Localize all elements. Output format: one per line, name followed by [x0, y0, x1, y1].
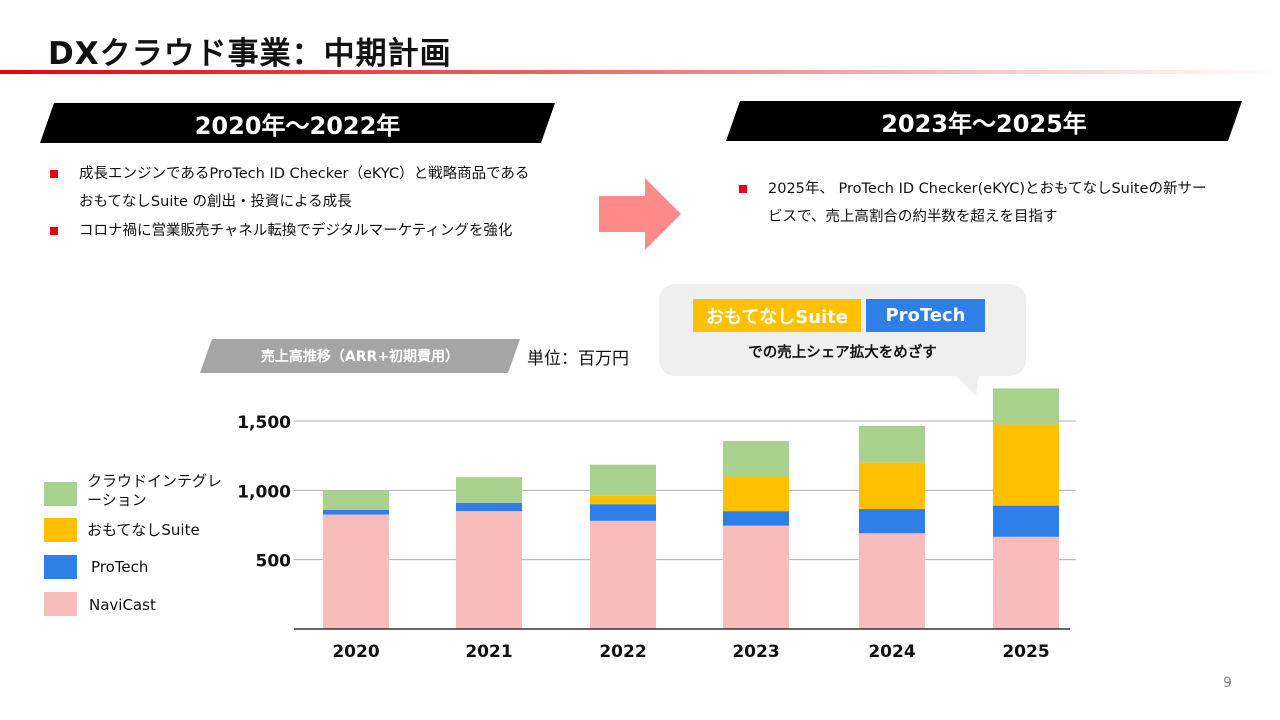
- legend-label-cloud-integration: クラウドインテグレーション: [87, 472, 227, 510]
- page-number: 9: [1223, 675, 1232, 691]
- bar-segment: [723, 441, 789, 477]
- x-tick-label: 2025: [1002, 642, 1049, 662]
- arrow-right-icon: [599, 178, 681, 250]
- bullet-marker: [50, 170, 58, 178]
- grid-lines: [294, 420, 1076, 561]
- bar-segment: [456, 511, 522, 629]
- period-label-right: 2023年〜2025年: [726, 101, 1242, 141]
- legend-text: クラウドインテグレーション: [87, 472, 223, 509]
- chart-title-banner: 売上高推移（ARR+初期費用）: [200, 339, 520, 373]
- right-bullet-1-line-1: 2025年、 ProTech ID Checker(eKYC)とおもてなしSui…: [768, 181, 1207, 197]
- bar-segment: [859, 533, 925, 629]
- x-tick-label: 2022: [599, 642, 646, 662]
- callout-text: での売上シェア拡大をめざす: [748, 345, 937, 361]
- bar-segment: [323, 490, 389, 510]
- stacked-bar-chart: 500 1,000 1,500 2020 2021 2022 2023 2024 2025: [237, 388, 1076, 662]
- legend-label-navicast: NaviCast: [89, 596, 156, 614]
- x-tick-label: 2024: [868, 642, 915, 662]
- legend-label-protech: ProTech: [91, 558, 149, 576]
- bar-segment: [323, 514, 389, 629]
- bar-segment: [456, 502, 522, 512]
- legend-swatch-omotenashi-suite: [44, 518, 77, 542]
- bar-segment: [993, 505, 1059, 537]
- y-tick-label: 1,500: [237, 413, 291, 433]
- left-bullet-2-line-1: コロナ禍に営業販売チャネル転換でデジタルマーケティングを強化: [79, 223, 513, 239]
- right-bullet-1-line-2: ビスで、売上高割合の約半数を超えを目指す: [768, 209, 1058, 225]
- bar-segment: [859, 462, 925, 510]
- period-label-left: 2020年〜2022年: [40, 103, 555, 143]
- bar-segment: [859, 425, 925, 463]
- slide-title: DXクラウド事業：中期計画: [48, 36, 452, 72]
- x-tick-label: 2023: [732, 642, 779, 662]
- bars: [323, 388, 1059, 629]
- bar-segment: [590, 464, 656, 496]
- legend-label-omotenashi-suite: おもてなしSuite: [87, 521, 200, 539]
- left-bullet-1-line-1: 成長エンジンであるProTech ID Checker（eKYC）と戦略商品であ…: [79, 166, 530, 182]
- bar-segment: [723, 511, 789, 526]
- bar-segment: [590, 520, 656, 629]
- left-bullet-1-line-2: おもてなしSuite の創出・投資による成長: [79, 194, 352, 210]
- bar-segment: [590, 504, 656, 521]
- y-tick-label: 500: [256, 552, 292, 572]
- x-tick-label: 2021: [465, 642, 512, 662]
- bar-segment: [723, 476, 789, 512]
- tag-protech: ProTech: [866, 299, 985, 332]
- bar-segment: [993, 424, 1059, 506]
- y-tick-label: 1,000: [237, 482, 291, 502]
- x-tick-label: 2020: [332, 642, 379, 662]
- bar-segment: [590, 495, 656, 505]
- legend-swatch-navicast: [44, 592, 77, 616]
- bar-segment: [993, 388, 1059, 425]
- axes: 500 1,000 1,500 2020 2021 2022 2023 2024 2025: [237, 413, 1070, 662]
- tag-omotenashi-suite: おもてなしSuite: [693, 299, 861, 332]
- legend-swatch-protech: [44, 555, 77, 579]
- bar-segment: [993, 536, 1059, 629]
- bar-segment: [859, 509, 925, 534]
- bar-segment: [323, 509, 389, 515]
- bullet-marker: [50, 227, 58, 235]
- legend-swatch-cloud-integration: [44, 482, 77, 506]
- bar-segment: [723, 525, 789, 629]
- callout-tail: [950, 370, 980, 396]
- bullet-marker: [739, 185, 747, 193]
- chart-unit-label: 単位：百万円: [527, 349, 629, 369]
- title-underline: [0, 70, 1280, 74]
- bar-segment: [456, 477, 522, 503]
